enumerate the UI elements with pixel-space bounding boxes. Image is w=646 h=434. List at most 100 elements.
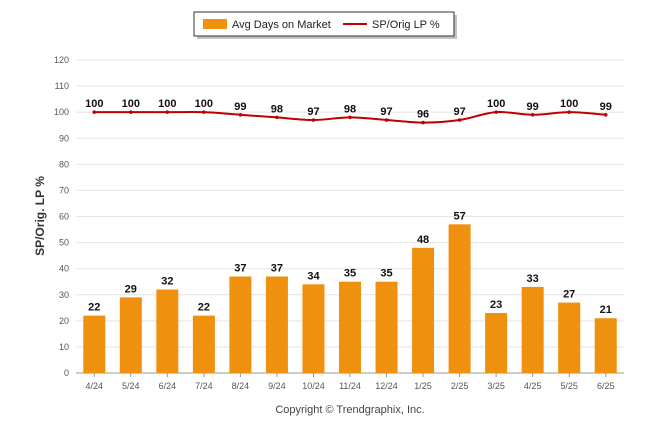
x-tick-label: 6/24 xyxy=(159,381,177,391)
data-labels: 22 29 32 22 37 37 34 35 35 48 57 23 33 27 21 100 100 100 1… xyxy=(85,98,612,316)
bar xyxy=(558,302,581,373)
line-point xyxy=(457,118,462,122)
legend-label-bar: Avg Days on Market xyxy=(232,19,331,31)
x-tick-label: 4/24 xyxy=(86,381,104,391)
bar xyxy=(265,276,288,373)
bar-value-label: 35 xyxy=(344,268,356,280)
legend-swatch-bar xyxy=(203,19,227,29)
line-point xyxy=(348,115,352,120)
line-value-label: 98 xyxy=(271,103,283,115)
x-tick-label: 4/25 xyxy=(524,381,542,391)
line-point xyxy=(275,115,279,120)
line-point xyxy=(129,110,133,114)
y-tick-label: 40 xyxy=(59,264,69,274)
y-tick-label: 100 xyxy=(54,107,69,117)
line-value-label: 98 xyxy=(344,103,356,115)
x-tick-label: 5/24 xyxy=(122,381,140,391)
bar xyxy=(521,286,544,373)
x-tick-label: 8/24 xyxy=(232,381,250,391)
x-tick-label: 3/25 xyxy=(487,381,505,391)
y-axis-ticks: 0 10 20 30 40 50 60 70 80 90 100 110 120 xyxy=(54,55,69,378)
y-tick-label: 110 xyxy=(55,81,69,91)
line-point xyxy=(165,110,170,114)
line-point xyxy=(384,118,389,122)
bar-value-label: 48 xyxy=(417,234,429,246)
line-value-label: 100 xyxy=(560,98,578,110)
line-value-label: 99 xyxy=(600,101,612,113)
bar xyxy=(156,289,179,373)
y-tick-label: 80 xyxy=(59,159,69,169)
bar xyxy=(229,276,252,373)
bar xyxy=(448,224,471,373)
legend-label-line: SP/Orig LP % xyxy=(372,19,440,31)
line-value-label: 99 xyxy=(527,101,539,113)
bar-value-label: 37 xyxy=(234,262,246,274)
y-tick-label: 10 xyxy=(59,342,69,352)
bar-value-label: 57 xyxy=(453,210,465,222)
line-point xyxy=(421,120,425,125)
line-value-label: 100 xyxy=(122,98,140,110)
bar xyxy=(485,313,508,373)
x-tick-label: 9/24 xyxy=(268,381,286,391)
bar-series xyxy=(83,224,617,373)
line-point xyxy=(530,112,535,117)
y-tick-label: 70 xyxy=(59,185,69,195)
line-value-label: 100 xyxy=(195,98,213,110)
y-tick-label: 30 xyxy=(59,290,69,300)
line-value-label: 99 xyxy=(234,101,246,113)
line-point xyxy=(202,110,206,114)
y-tick-label: 60 xyxy=(59,212,69,222)
bar-value-label: 33 xyxy=(527,273,539,285)
bar-value-label: 27 xyxy=(563,289,575,301)
line-value-label: 97 xyxy=(380,106,392,118)
bar xyxy=(302,284,325,373)
line-value-label: 97 xyxy=(453,106,465,118)
bar xyxy=(594,318,617,373)
line-value-label: 100 xyxy=(158,98,176,110)
bar xyxy=(83,315,106,373)
y-axis-title: SP/Orig. LP % xyxy=(33,176,47,256)
x-tick-label: 2/25 xyxy=(451,381,469,391)
x-tick-label: 1/25 xyxy=(414,381,432,391)
line-value-label: 100 xyxy=(85,98,103,110)
x-tick-label: 7/24 xyxy=(195,381,213,391)
bar-value-label: 37 xyxy=(271,262,283,274)
bar xyxy=(375,281,398,373)
x-axis-ticks: 4/24 5/24 6/24 7/24 8/24 9/24 10/24 11/24 12/24 1… xyxy=(86,373,615,391)
x-tick-label: 10/24 xyxy=(302,381,325,391)
line-value-label: 97 xyxy=(307,106,319,118)
line-point xyxy=(238,112,243,117)
x-tick-label: 5/25 xyxy=(560,381,578,391)
y-tick-label: 90 xyxy=(59,133,69,143)
line-point xyxy=(603,112,608,117)
copyright-text: Copyright © Trendgraphix, Inc. xyxy=(275,404,424,416)
bar xyxy=(412,247,435,373)
y-tick-label: 120 xyxy=(54,55,69,65)
bar xyxy=(192,315,215,373)
bar-value-label: 35 xyxy=(380,268,392,280)
bar-value-label: 23 xyxy=(490,299,502,311)
x-tick-label: 6/25 xyxy=(597,381,615,391)
bar-value-label: 32 xyxy=(161,276,173,288)
line-point xyxy=(92,110,97,114)
bar-value-label: 29 xyxy=(125,283,137,295)
line-point xyxy=(567,110,571,114)
bar xyxy=(339,281,361,373)
bar-value-label: 21 xyxy=(600,304,612,316)
y-tick-label: 50 xyxy=(59,238,69,248)
line-value-label: 96 xyxy=(417,109,429,121)
line-point xyxy=(311,118,316,122)
bar xyxy=(119,297,142,373)
line-series xyxy=(92,110,608,125)
line-point xyxy=(494,110,498,114)
bar-value-label: 22 xyxy=(88,302,100,314)
x-tick-label: 11/24 xyxy=(339,381,361,391)
y-tick-label: 20 xyxy=(59,316,69,326)
bar-value-label: 22 xyxy=(198,302,210,314)
bar-value-label: 34 xyxy=(307,270,320,282)
line-value-label: 100 xyxy=(487,98,505,110)
legend: Avg Days on Market SP/Orig LP % xyxy=(193,11,457,39)
x-tick-label: 12/24 xyxy=(375,381,398,391)
y-tick-label: 0 xyxy=(64,368,69,378)
